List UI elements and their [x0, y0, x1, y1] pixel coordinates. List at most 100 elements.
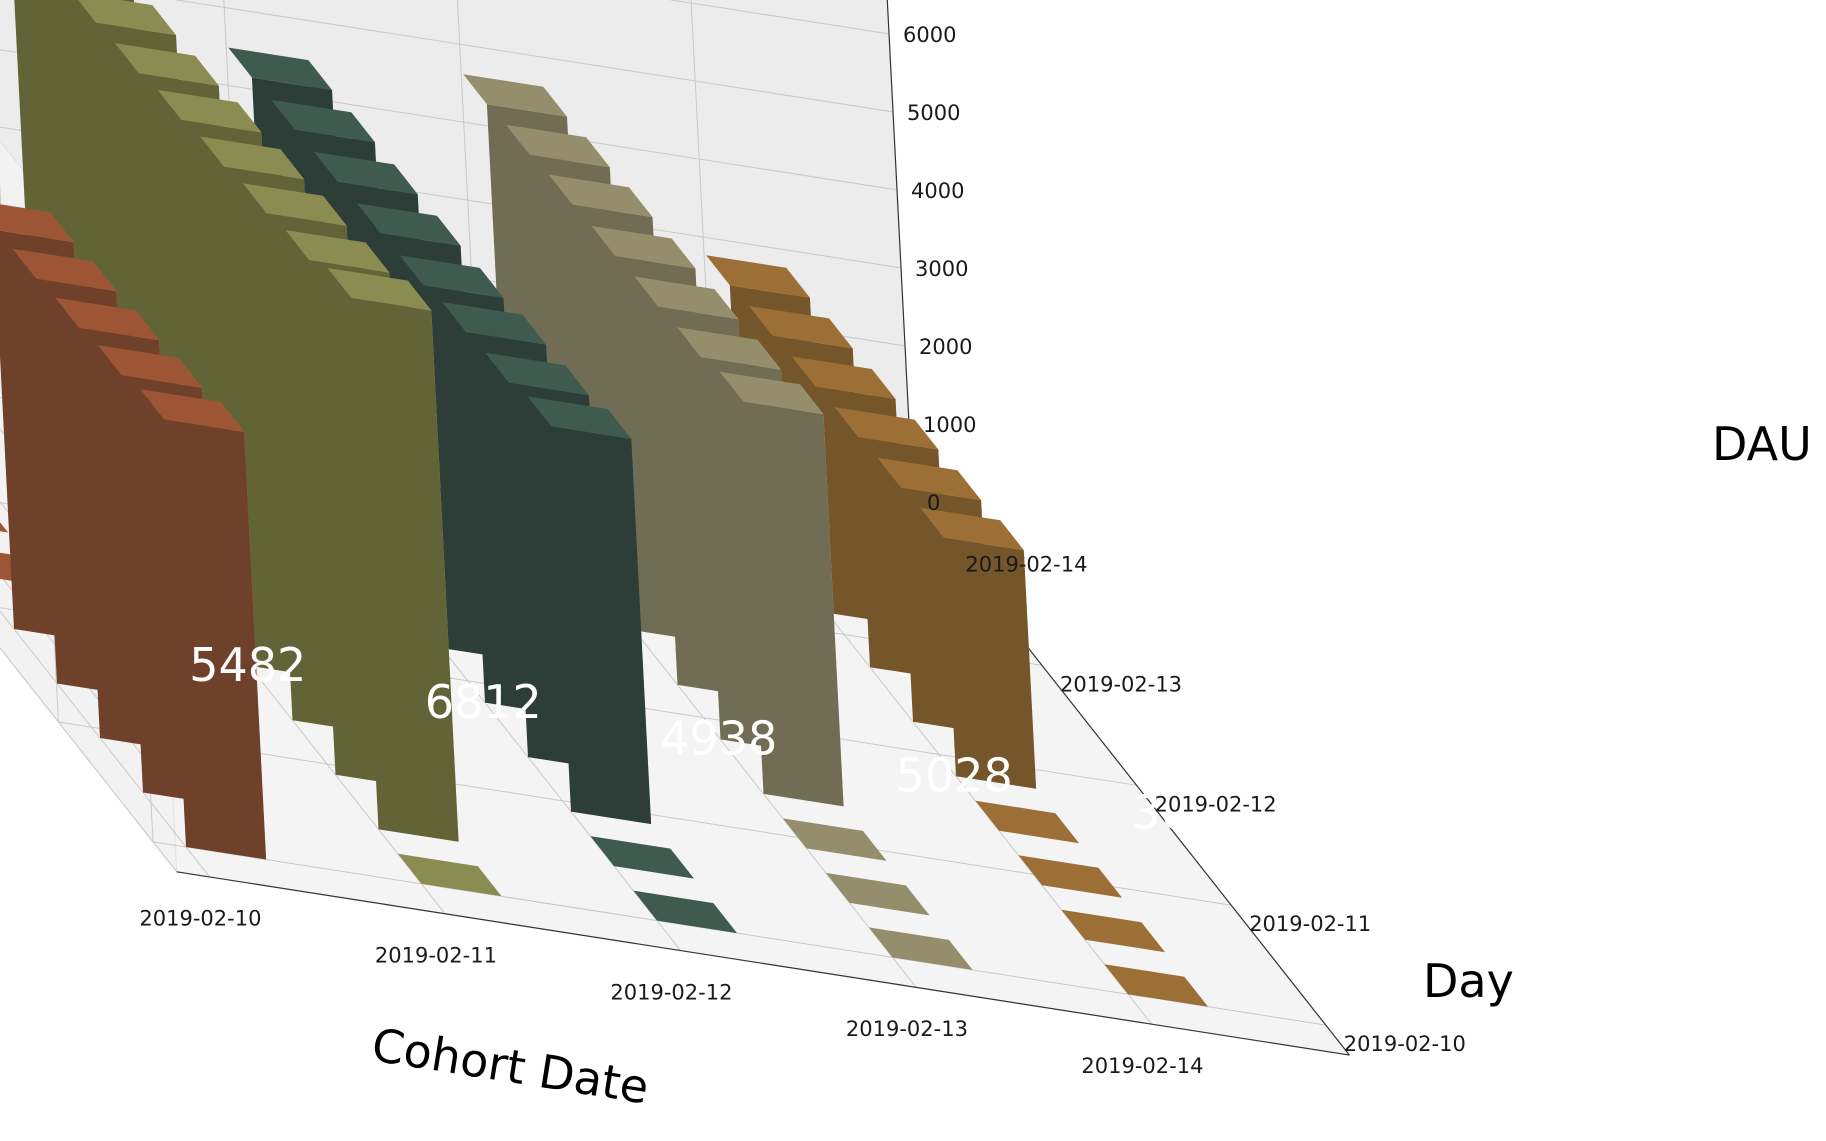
bar: [825, 872, 930, 916]
bars: 5482 6812 4938 5028 3058: [0, 0, 1248, 1007]
bar-top: [327, 268, 432, 311]
bar: [397, 853, 502, 897]
bar-base: [975, 800, 1080, 844]
bar-top: [200, 136, 304, 180]
bar-top: [97, 345, 202, 388]
z-tick-label: 5000: [907, 101, 960, 125]
x-tick-label: 2019-02-11: [375, 944, 497, 968]
bar-top: [228, 47, 332, 91]
bar-top: [399, 255, 504, 298]
bar-top: [506, 124, 610, 168]
bar: [1061, 909, 1166, 953]
data-label: 4938: [660, 712, 777, 766]
data-label: 5482: [189, 638, 306, 692]
bar-base: [782, 818, 887, 861]
bar-top: [314, 151, 418, 195]
bar: [868, 927, 973, 970]
y-tick-label: 2019-02-11: [1249, 912, 1371, 936]
data-label: 5028: [896, 749, 1013, 803]
bar-top: [55, 297, 159, 341]
z-axis-line: [886, 0, 914, 502]
bar-top: [285, 230, 390, 273]
bar-top: [791, 356, 896, 399]
bar-top: [677, 327, 781, 370]
grid-line: [668, 0, 890, 35]
bar-top: [634, 276, 739, 320]
bar-front: [164, 419, 267, 860]
z-tick-label: 6000: [903, 23, 956, 47]
y-tick-label: 2019-02-12: [1155, 792, 1277, 816]
bar-top: [719, 371, 824, 415]
grid-line: [173, 0, 894, 113]
data-label: 3058: [1131, 785, 1248, 839]
z-axis-title: DAU: [1712, 417, 1812, 471]
bar-base: [1018, 855, 1123, 898]
grid-line: [0, 647, 178, 873]
bar-front: [551, 426, 652, 825]
bar: [782, 818, 887, 861]
y-tick-label: 2019-02-10: [1344, 1032, 1466, 1056]
bar-top: [527, 396, 632, 439]
bar-base: [1061, 909, 1166, 953]
bar-top: [115, 43, 219, 86]
x-tick-label: 2019-02-14: [1081, 1054, 1203, 1078]
z-tick-label: 0: [927, 491, 940, 515]
bar: [975, 800, 1080, 844]
grid-line: [0, 610, 211, 878]
z-tick-label: 4000: [911, 179, 964, 203]
grid-line: [152, 841, 1326, 1026]
bar: [0, 522, 9, 533]
y-axis-title: Day: [1423, 954, 1514, 1008]
bar-top: [485, 352, 589, 396]
x-tick-label: 2019-02-10: [139, 907, 261, 931]
bar-top: [463, 74, 567, 117]
bar: [920, 507, 1037, 789]
bar: [140, 389, 267, 860]
bar-top: [706, 255, 810, 298]
bar-base: [397, 853, 502, 897]
bar-top: [877, 457, 982, 501]
x-tick-label: 2019-02-12: [610, 980, 732, 1004]
bar-top: [591, 226, 696, 269]
bar: [590, 836, 695, 879]
bar-base: [590, 836, 695, 879]
bar-top: [12, 248, 117, 292]
z-tick-label: 1000: [923, 413, 976, 437]
bar-top: [140, 389, 245, 432]
bar-base: [633, 890, 738, 934]
bar: [327, 268, 459, 842]
bar-top: [0, 204, 74, 243]
bar-base: [0, 522, 9, 533]
data-label: 6812: [425, 675, 542, 729]
bar-front: [351, 298, 459, 842]
bar-top: [834, 407, 939, 450]
x-axis-title: Cohort Date: [368, 1018, 652, 1115]
bar-base: [868, 927, 973, 970]
bar: [527, 396, 652, 825]
bar-front: [943, 537, 1037, 789]
bar-top: [356, 203, 461, 246]
bar-top: [748, 305, 853, 349]
bar-top: [920, 507, 1024, 551]
bar-top: [242, 183, 347, 226]
bar-top: [548, 174, 653, 218]
bar: [719, 371, 844, 807]
bar: [1018, 855, 1123, 898]
bar-top: [442, 302, 547, 345]
tick-labels: 2019-02-10 2019-02-11 2019-02-12 2019-02-13…: [139, 23, 1465, 1078]
bar-base: [825, 872, 930, 916]
z-tick-label: 2000: [919, 335, 972, 359]
z-tick-label: 3000: [915, 257, 968, 281]
bar: [1104, 964, 1209, 1007]
y-tick-label: 2019-02-13: [1060, 672, 1182, 696]
y-tick-label: 2019-02-14: [965, 553, 1087, 577]
bar: [633, 890, 738, 934]
bar-top: [271, 99, 375, 143]
x-tick-label: 2019-02-13: [846, 1017, 968, 1041]
bar-front: [743, 401, 844, 807]
bar-top: [157, 89, 262, 133]
x-axis-line: [176, 871, 1350, 1056]
bar-base: [1104, 964, 1209, 1007]
bar-top: [78, 0, 176, 36]
